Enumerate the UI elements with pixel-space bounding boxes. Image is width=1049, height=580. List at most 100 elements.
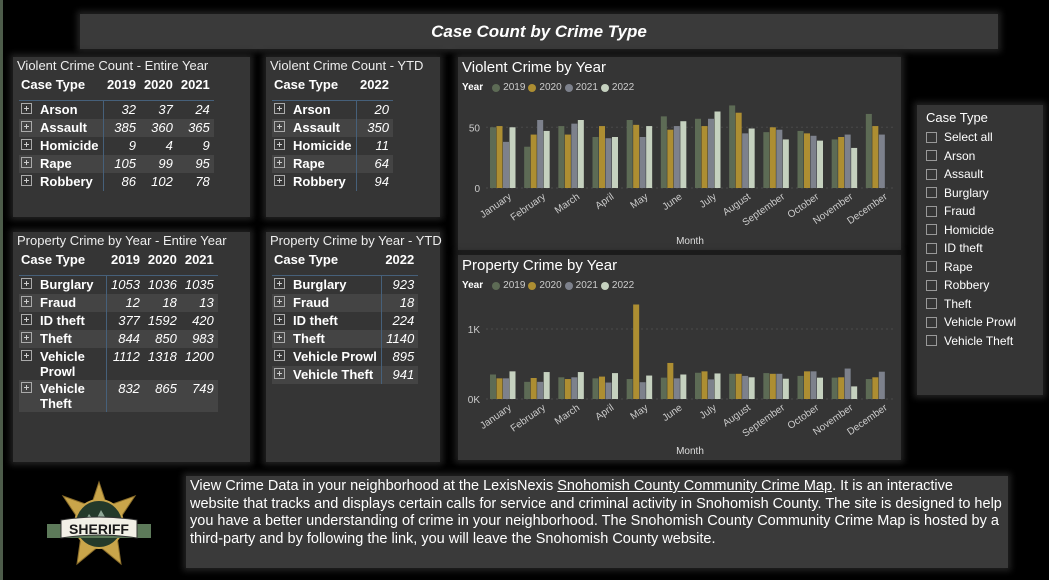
bar-2021-february bbox=[537, 381, 544, 399]
legend-label[interactable]: 2019 bbox=[503, 82, 526, 93]
checkbox[interactable] bbox=[926, 187, 937, 199]
legend-label[interactable]: 2020 bbox=[539, 280, 562, 291]
expand-icon[interactable] bbox=[21, 381, 32, 393]
expand-icon[interactable] bbox=[21, 120, 32, 132]
bar-2022-july bbox=[714, 373, 721, 399]
table-row: Assault 385 360 365 bbox=[19, 118, 214, 137]
bar-2020-june bbox=[667, 362, 674, 399]
column-header[interactable]: Case Type bbox=[21, 77, 86, 92]
expand-icon[interactable] bbox=[274, 278, 285, 289]
bar-2019-september bbox=[763, 373, 770, 399]
count-cell: 1053 bbox=[106, 275, 144, 294]
expand-icon[interactable] bbox=[21, 103, 32, 114]
expand-icon[interactable] bbox=[274, 103, 285, 114]
checkbox[interactable] bbox=[926, 224, 937, 236]
table-row: Fraud 12 18 13 bbox=[19, 293, 218, 312]
expand-icon[interactable] bbox=[274, 156, 285, 168]
count-cell: 1035 bbox=[180, 275, 218, 294]
bar-2022-february bbox=[543, 130, 550, 188]
slicer-option[interactable]: Vehicle Theft bbox=[926, 332, 1034, 351]
expand-icon[interactable] bbox=[274, 120, 285, 132]
count-cell: 941 bbox=[381, 365, 419, 384]
expand-icon[interactable] bbox=[21, 174, 32, 186]
slicer-option[interactable]: Arson bbox=[926, 147, 1034, 166]
column-header[interactable]: 2020 bbox=[147, 252, 177, 267]
expand-icon[interactable] bbox=[21, 138, 32, 150]
table-row: Robbery 94 bbox=[272, 172, 393, 191]
column-header[interactable]: Case Type bbox=[21, 252, 86, 267]
legend-label[interactable]: 2021 bbox=[575, 82, 598, 93]
expand-icon[interactable] bbox=[21, 278, 32, 289]
column-header[interactable]: 2022 bbox=[360, 77, 389, 92]
checkbox[interactable] bbox=[926, 316, 937, 328]
table-title: Property Crime by Year - Entire Year bbox=[17, 233, 227, 248]
expand-icon[interactable] bbox=[21, 331, 32, 343]
slicer-option[interactable]: Fraud bbox=[926, 202, 1034, 221]
checkbox[interactable] bbox=[926, 205, 937, 217]
slicer-option[interactable]: Theft bbox=[926, 295, 1034, 314]
crime-map-link[interactable]: Snohomish County Community Crime Map bbox=[557, 478, 833, 494]
slicer-option-label: Arson bbox=[944, 148, 976, 163]
legend-label[interactable]: 2020 bbox=[539, 82, 562, 93]
column-header[interactable]: 2019 bbox=[107, 77, 136, 92]
slicer-option[interactable]: Vehicle Prowl bbox=[926, 313, 1034, 332]
checkbox[interactable] bbox=[926, 279, 937, 291]
expand-icon[interactable] bbox=[21, 313, 32, 325]
legend-label[interactable]: 2022 bbox=[611, 280, 635, 291]
bar-2022-may bbox=[646, 375, 653, 399]
table-title: Violent Crime Count - Entire Year bbox=[17, 58, 209, 73]
legend-label[interactable]: 2021 bbox=[575, 280, 598, 291]
x-tick-label: July bbox=[698, 402, 719, 421]
slicer-option[interactable]: Robbery bbox=[926, 276, 1034, 295]
expand-icon[interactable] bbox=[21, 349, 32, 361]
checkbox[interactable] bbox=[926, 168, 937, 180]
expand-icon[interactable] bbox=[274, 138, 285, 150]
expand-icon[interactable] bbox=[274, 313, 285, 325]
checkbox[interactable] bbox=[926, 298, 937, 310]
expand-icon[interactable] bbox=[21, 295, 32, 307]
expand-icon[interactable] bbox=[21, 156, 32, 168]
y-tick-label: 0 bbox=[474, 184, 480, 195]
bar-2020-august bbox=[735, 373, 742, 399]
expand-icon[interactable] bbox=[274, 367, 285, 379]
expand-icon[interactable] bbox=[274, 174, 285, 186]
column-header[interactable]: 2019 bbox=[111, 252, 140, 267]
slicer-option[interactable]: ID theft bbox=[926, 239, 1034, 258]
expand-icon[interactable] bbox=[274, 331, 285, 343]
checkbox[interactable] bbox=[926, 242, 937, 254]
column-header[interactable]: 2021 bbox=[184, 252, 214, 267]
case-type-name: Vehicle Prowl bbox=[40, 348, 85, 379]
column-header[interactable]: Case Type bbox=[274, 77, 339, 92]
x-axis-label: Month bbox=[676, 236, 704, 247]
legend-label[interactable]: 2022 bbox=[611, 82, 635, 93]
slicer-option[interactable]: Select all bbox=[926, 128, 1034, 147]
checkbox[interactable] bbox=[926, 261, 937, 273]
count-cell: 9 bbox=[128, 137, 136, 153]
case-type-name: Vehicle Prowl bbox=[293, 348, 377, 364]
column-header[interactable]: 2022 bbox=[385, 252, 415, 267]
slicer-option[interactable]: Rape bbox=[926, 258, 1034, 277]
checkbox[interactable] bbox=[926, 335, 937, 347]
bar-2021-december bbox=[878, 134, 885, 188]
case-type-name: Theft bbox=[40, 330, 72, 346]
bar-2021-january bbox=[503, 141, 509, 188]
bar-2022-october bbox=[817, 377, 823, 399]
expand-icon[interactable] bbox=[274, 349, 285, 361]
bar-2021-august bbox=[742, 133, 749, 188]
column-header[interactable]: 2021 bbox=[180, 77, 210, 92]
column-header[interactable]: 2020 bbox=[143, 77, 173, 92]
checkbox[interactable] bbox=[926, 131, 937, 143]
x-tick-label: June bbox=[660, 191, 684, 213]
legend-label[interactable]: 2019 bbox=[503, 280, 526, 291]
slicer-option[interactable]: Assault bbox=[926, 165, 1034, 184]
legend-marker bbox=[492, 83, 501, 92]
count-cell: 18 bbox=[381, 293, 419, 312]
table-row: Arson 32 37 24 bbox=[19, 100, 214, 119]
slicer-option[interactable]: Homicide bbox=[926, 221, 1034, 240]
slicer-option[interactable]: Burglary bbox=[926, 184, 1034, 203]
bar-2020-october bbox=[804, 371, 810, 399]
expand-icon[interactable] bbox=[274, 295, 285, 307]
checkbox[interactable] bbox=[926, 150, 937, 162]
column-header[interactable]: Case Type bbox=[274, 252, 339, 267]
